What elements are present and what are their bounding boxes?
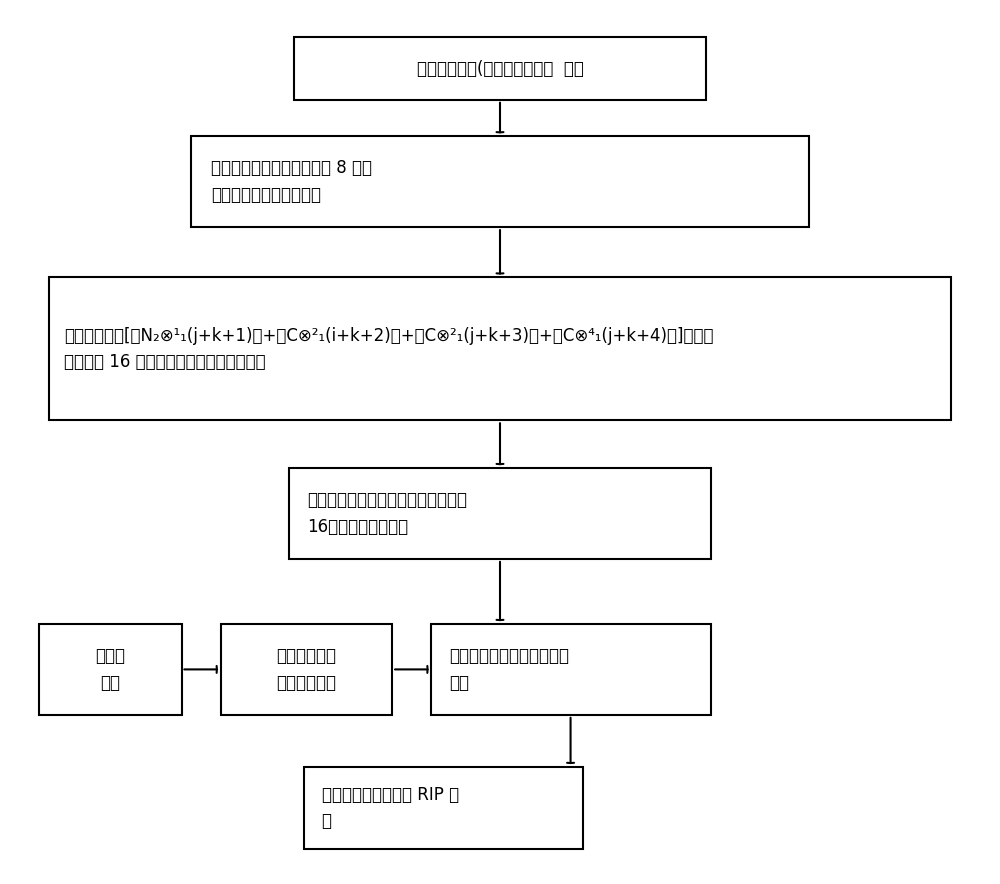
Text: 通过位扩展和[〈N₂⊗¹₁(j+k+1)〉+〈C⊗²₁(i+k+2)〉+〈C⊗²₁(j+k+3)〉+〈C⊗⁴₁(j+k+4)〉]加密运
算，生成 16 位一组二: 通过位扩展和[〈N₂⊗¹₁(j+k+1)〉+〈C⊗²₁(i+k+2)〉+〈C⊗²…	[64, 327, 713, 371]
FancyBboxPatch shape	[191, 136, 809, 227]
FancyBboxPatch shape	[49, 278, 951, 420]
FancyBboxPatch shape	[289, 468, 711, 559]
FancyBboxPatch shape	[431, 624, 711, 715]
Text: 原始防伪信息(图像、文字、商  标）: 原始防伪信息(图像、文字、商 标）	[417, 59, 583, 78]
Text: 连续调
图像: 连续调 图像	[95, 647, 125, 691]
FancyBboxPatch shape	[294, 37, 706, 100]
Text: 防伪信息数字化处理，生成 8 位一
组的二进制防伪信息表。: 防伪信息数字化处理，生成 8 位一 组的二进制防伪信息表。	[211, 159, 372, 204]
Text: 输出嵌入防伪信息的 RIP 文
件: 输出嵌入防伪信息的 RIP 文 件	[322, 786, 459, 830]
FancyBboxPatch shape	[221, 624, 392, 715]
Text: 二进制加密防伪信息信道编码，生成
16位二进制调制信号: 二进制加密防伪信息信道编码，生成 16位二进制调制信号	[307, 492, 467, 536]
FancyBboxPatch shape	[304, 766, 583, 850]
Text: 循环查表法调制调幅网点的
形状: 循环查表法调制调幅网点的 形状	[449, 647, 569, 691]
Text: 图像栅格化处
理、混合加网: 图像栅格化处 理、混合加网	[276, 647, 336, 691]
FancyBboxPatch shape	[39, 624, 182, 715]
